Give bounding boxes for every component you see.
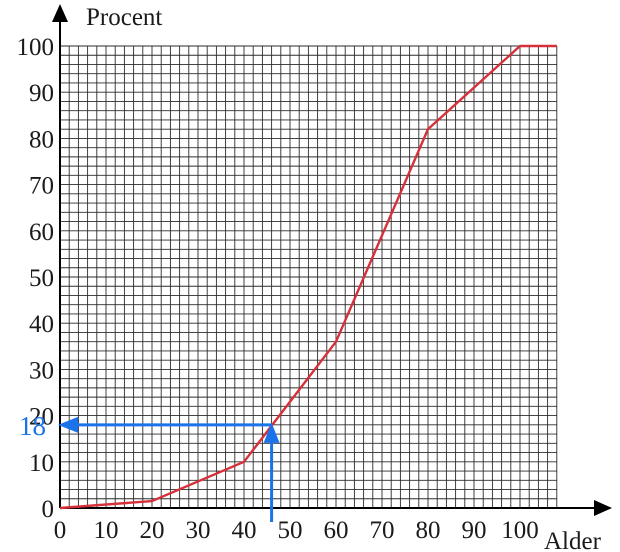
y-tick-label: 70	[29, 173, 54, 200]
x-tick-label: 10	[94, 517, 119, 544]
x-tick-label: 0	[54, 517, 67, 544]
x-axis-arrow	[594, 500, 612, 516]
y-tick-label: 30	[29, 357, 54, 384]
y-tick-label: 80	[29, 126, 54, 153]
x-tick-label: 80	[416, 517, 441, 544]
y-axis-label: Procent	[86, 4, 162, 31]
annotation-group: 18	[19, 411, 280, 522]
x-tick-label: 20	[140, 517, 165, 544]
x-tick-label: 90	[462, 517, 487, 544]
annotation-vertical-arrowhead	[263, 422, 280, 443]
x-tick-label: 60	[324, 517, 349, 544]
x-axis-label: Alder	[544, 528, 602, 552]
y-tick-label: 60	[29, 219, 54, 246]
y-tick-label: 90	[29, 80, 54, 107]
series-line	[59, 44, 557, 510]
x-tick-label: 40	[232, 517, 257, 544]
y-tick-label: 0	[42, 496, 55, 523]
y-tick-labels: 0 10 20 30 40 50 60 70 80 90 100	[17, 34, 55, 523]
y-tick-label: 20	[29, 404, 54, 431]
y-axis-arrow	[52, 4, 68, 22]
x-tick-labels: 0 10 20 30 40 50 60 70 80 90 100	[54, 517, 539, 544]
x-tick-label: 100	[501, 517, 539, 544]
annotation-label: 18	[19, 411, 46, 441]
x-tick-label: 50	[278, 517, 303, 544]
x-tick-label: 30	[186, 517, 211, 544]
x-tick-label: 70	[370, 517, 395, 544]
grid	[60, 45, 558, 508]
series-group	[59, 44, 557, 510]
y-tick-label: 10	[29, 450, 54, 477]
axes	[52, 4, 612, 516]
annotation-horizontal-arrowhead	[58, 416, 78, 433]
y-tick-label: 100	[17, 34, 55, 61]
y-tick-label: 50	[29, 265, 54, 292]
y-tick-label: 40	[29, 311, 54, 338]
